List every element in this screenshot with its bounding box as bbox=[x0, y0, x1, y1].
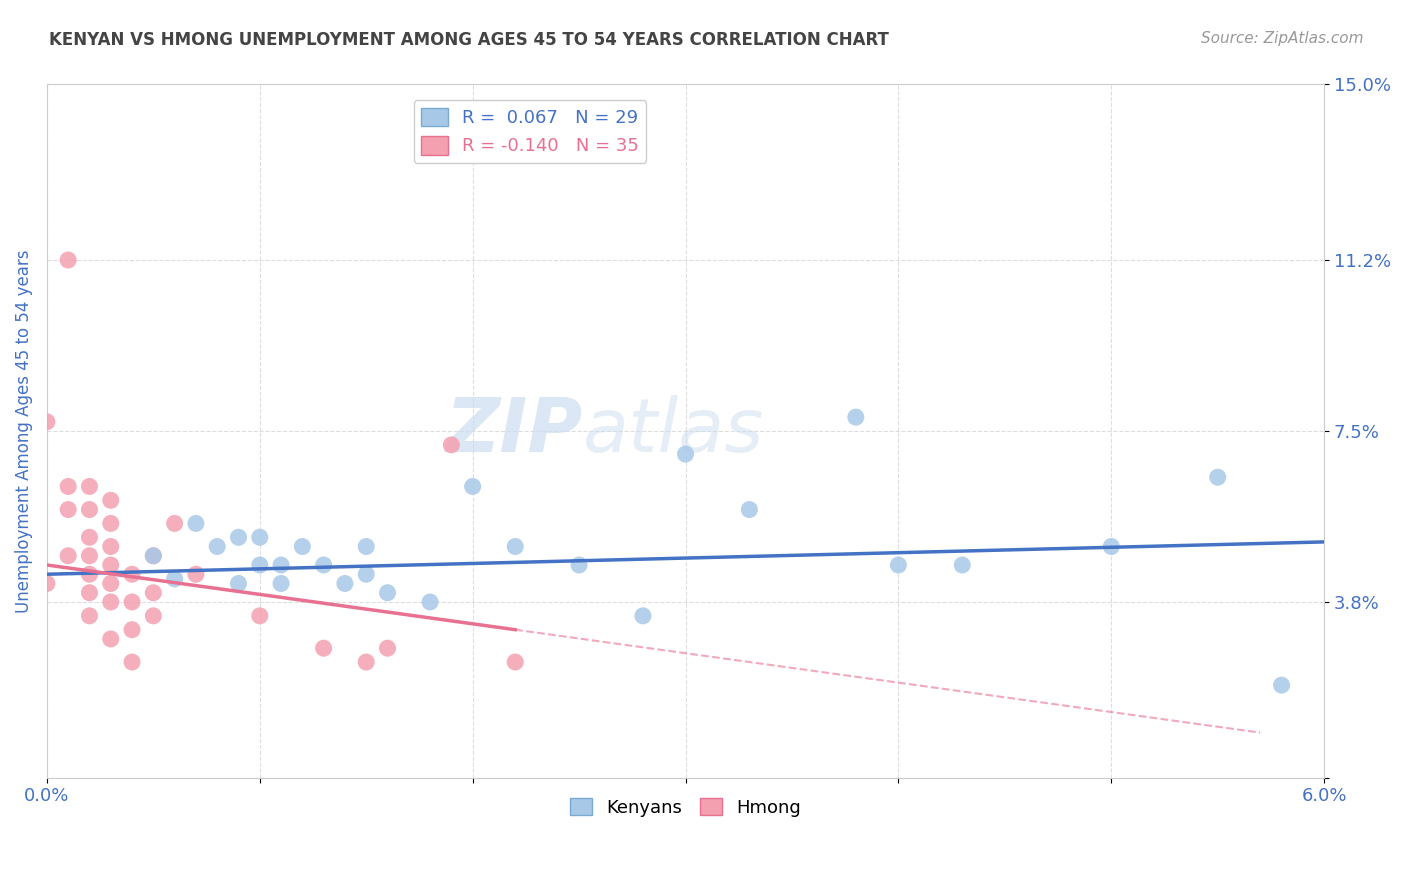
Point bbox=[79, 502, 101, 516]
Point bbox=[35, 415, 58, 429]
Text: Source: ZipAtlas.com: Source: ZipAtlas.com bbox=[1201, 31, 1364, 46]
Point bbox=[79, 608, 101, 623]
Point bbox=[35, 576, 58, 591]
Point bbox=[419, 595, 441, 609]
Point bbox=[142, 585, 165, 599]
Point bbox=[1206, 470, 1229, 484]
Point bbox=[950, 558, 973, 572]
Point bbox=[354, 567, 377, 582]
Point bbox=[845, 410, 868, 425]
Point bbox=[100, 493, 122, 508]
Point bbox=[270, 558, 292, 572]
Legend: Kenyans, Hmong: Kenyans, Hmong bbox=[562, 791, 808, 824]
Point bbox=[354, 655, 377, 669]
Point bbox=[79, 549, 101, 563]
Text: ZIP: ZIP bbox=[446, 394, 583, 467]
Point bbox=[121, 567, 143, 582]
Point bbox=[79, 567, 101, 582]
Point bbox=[312, 641, 335, 656]
Point bbox=[377, 585, 399, 599]
Point bbox=[249, 530, 271, 544]
Point bbox=[675, 447, 697, 461]
Point bbox=[79, 530, 101, 544]
Point bbox=[184, 567, 207, 582]
Point bbox=[291, 540, 314, 554]
Point bbox=[377, 641, 399, 656]
Point bbox=[121, 655, 143, 669]
Point bbox=[184, 516, 207, 531]
Point bbox=[249, 608, 271, 623]
Point bbox=[270, 576, 292, 591]
Point bbox=[312, 558, 335, 572]
Point bbox=[163, 516, 186, 531]
Point bbox=[568, 558, 591, 572]
Point bbox=[56, 479, 79, 493]
Point bbox=[121, 623, 143, 637]
Point bbox=[440, 438, 463, 452]
Point bbox=[738, 502, 761, 516]
Point bbox=[163, 572, 186, 586]
Point bbox=[100, 516, 122, 531]
Text: atlas: atlas bbox=[583, 395, 765, 467]
Point bbox=[205, 540, 228, 554]
Point bbox=[228, 530, 250, 544]
Point bbox=[56, 253, 79, 268]
Point bbox=[100, 632, 122, 646]
Point bbox=[79, 479, 101, 493]
Point bbox=[887, 558, 910, 572]
Point bbox=[142, 608, 165, 623]
Point bbox=[228, 576, 250, 591]
Point bbox=[142, 549, 165, 563]
Y-axis label: Unemployment Among Ages 45 to 54 years: Unemployment Among Ages 45 to 54 years bbox=[15, 249, 32, 613]
Point bbox=[100, 576, 122, 591]
Point bbox=[121, 595, 143, 609]
Text: KENYAN VS HMONG UNEMPLOYMENT AMONG AGES 45 TO 54 YEARS CORRELATION CHART: KENYAN VS HMONG UNEMPLOYMENT AMONG AGES … bbox=[49, 31, 889, 49]
Point bbox=[333, 576, 356, 591]
Point bbox=[503, 655, 526, 669]
Point bbox=[56, 549, 79, 563]
Point bbox=[354, 540, 377, 554]
Point bbox=[100, 558, 122, 572]
Point bbox=[1099, 540, 1122, 554]
Point bbox=[56, 502, 79, 516]
Point bbox=[100, 595, 122, 609]
Point bbox=[79, 585, 101, 599]
Point bbox=[461, 479, 484, 493]
Point bbox=[100, 540, 122, 554]
Point bbox=[1271, 678, 1294, 692]
Point bbox=[142, 549, 165, 563]
Point bbox=[503, 540, 526, 554]
Point bbox=[249, 558, 271, 572]
Point bbox=[631, 608, 654, 623]
